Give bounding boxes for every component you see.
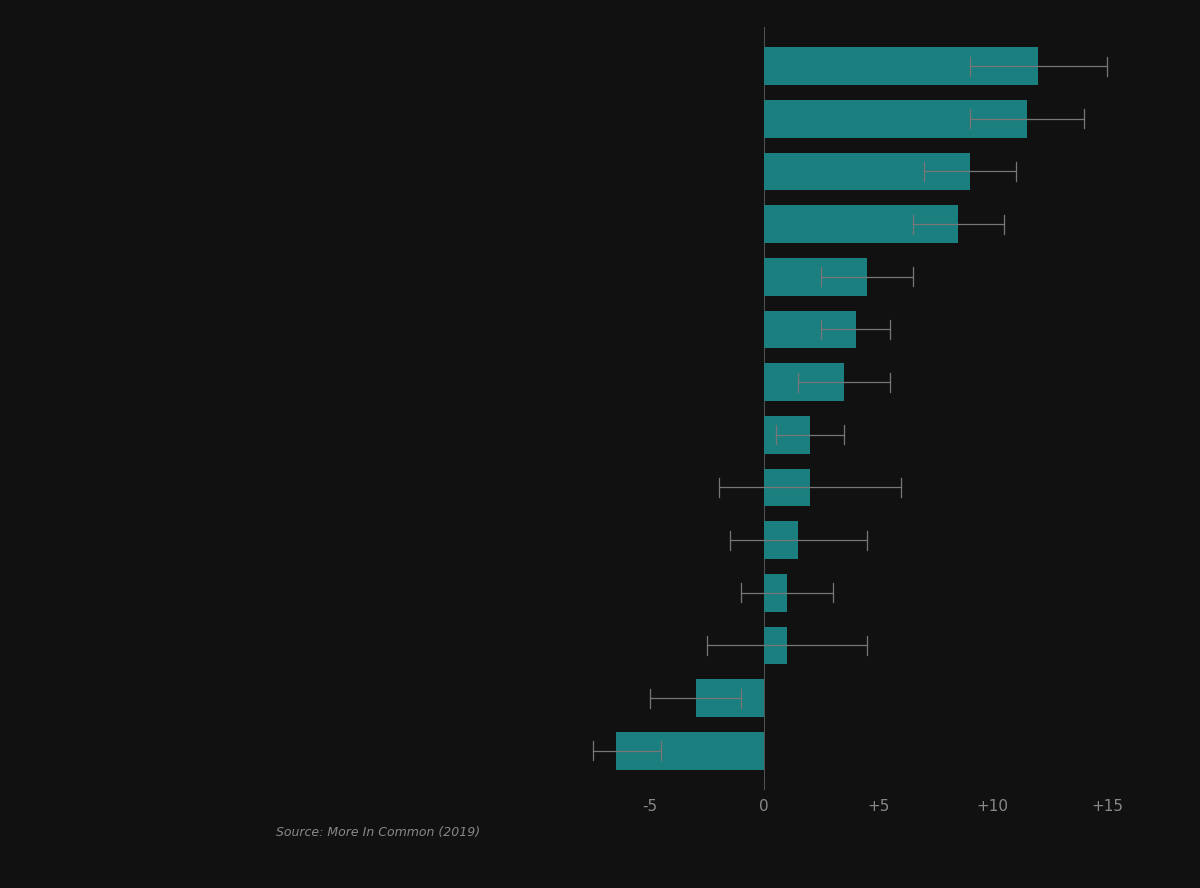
Bar	[764, 416, 810, 454]
Bar	[764, 47, 1038, 85]
Text: Source: More In Common (2019): Source: More In Common (2019)	[276, 826, 480, 839]
Bar	[764, 258, 866, 296]
Bar	[764, 469, 810, 506]
Bar	[764, 99, 1027, 138]
Bar	[764, 521, 798, 559]
Bar	[764, 311, 856, 348]
Bar	[764, 627, 787, 664]
Bar	[616, 732, 764, 770]
Bar	[696, 679, 764, 718]
Bar	[764, 574, 787, 612]
Bar	[764, 205, 959, 243]
Bar	[764, 153, 970, 190]
Bar	[764, 363, 844, 401]
